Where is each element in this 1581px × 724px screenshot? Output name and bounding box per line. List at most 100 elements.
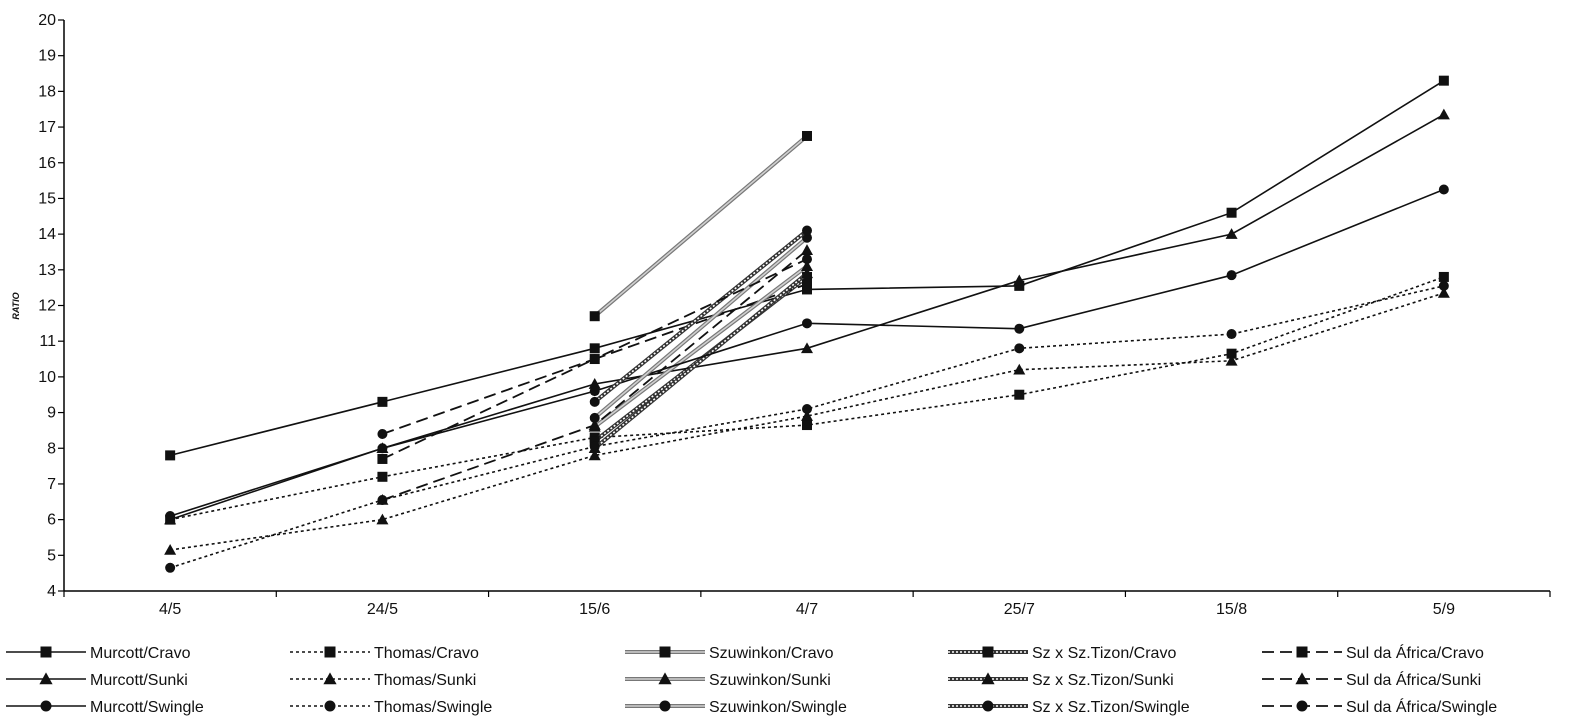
- legend-label: Sz x Sz.Tizon/Sunki: [1032, 672, 1174, 689]
- series-5: [164, 108, 1450, 525]
- data-point: [1438, 271, 1449, 282]
- x-tick-label: 4/5: [159, 601, 181, 618]
- series-line-inner: [594, 276, 808, 442]
- series-2: [589, 130, 812, 322]
- data-point: [377, 428, 388, 439]
- x-tick-label: 5/9: [1433, 601, 1455, 618]
- y-tick-label: 6: [47, 512, 56, 529]
- series-12: [589, 232, 812, 423]
- data-point: [801, 267, 813, 279]
- data-point: [1013, 363, 1026, 375]
- data-point: [589, 441, 600, 452]
- data-point: [1438, 184, 1449, 195]
- legend-item: Sul da África/Swingle: [1262, 697, 1497, 716]
- data-point: [981, 672, 995, 685]
- data-point: [1014, 280, 1025, 291]
- series-line: [382, 249, 808, 501]
- data-point: [658, 672, 672, 685]
- x-tick-label: 25/7: [1004, 601, 1035, 618]
- legend-label: Murcott/Sunki: [90, 672, 188, 689]
- series-1: [165, 271, 1449, 525]
- series-line: [169, 276, 1445, 521]
- data-point: [802, 279, 812, 290]
- legend-label: Murcott/Swingle: [90, 699, 204, 716]
- data-point: [801, 410, 813, 421]
- data-point: [802, 284, 812, 295]
- legend-item: Szuwinkon/Swingle: [625, 699, 847, 716]
- data-point: [802, 130, 812, 141]
- series-10: [165, 184, 1449, 522]
- x-tick-label: 15/8: [1216, 601, 1247, 618]
- y-tick-label: 15: [38, 190, 56, 207]
- axes: 4 5 6 7 8 9 10 11 12 13 14 15 16 17 18 19 20 4/5 24/5 15/6 4…: [38, 12, 1551, 618]
- data-point: [589, 354, 600, 365]
- data-point: [802, 318, 812, 329]
- y-tick-label: 17: [38, 119, 56, 136]
- y-tick-label: 16: [38, 155, 56, 172]
- data-point: [324, 646, 336, 658]
- legend-item: Sz x Sz.Tizon/Swingle: [948, 699, 1190, 716]
- data-point: [589, 386, 600, 397]
- legend-label: Sul da África/Cravo: [1346, 643, 1484, 662]
- data-point: [589, 412, 600, 423]
- data-point: [1014, 389, 1025, 400]
- y-axis-label: RATIO: [11, 292, 21, 319]
- data-point: [377, 471, 388, 482]
- data-point: [1438, 280, 1449, 291]
- data-point: [589, 343, 600, 354]
- legend-item: Thomas/Cravo: [290, 645, 479, 662]
- y-tick-label: 12: [38, 298, 56, 315]
- y-tick-label: 4: [47, 583, 56, 600]
- series-line-inner: [594, 265, 808, 428]
- data-point: [377, 443, 388, 454]
- data-point: [801, 244, 813, 255]
- series-layer: [164, 75, 1450, 573]
- legend-item: Thomas/Sunki: [290, 672, 476, 689]
- data-point: [1296, 646, 1308, 658]
- data-point: [376, 513, 389, 525]
- data-point: [802, 254, 812, 265]
- data-point: [1225, 354, 1238, 366]
- data-point: [589, 396, 600, 407]
- data-point: [377, 453, 388, 464]
- data-point: [1226, 348, 1237, 359]
- legend-label: Sul da África/Sunki: [1346, 670, 1481, 689]
- data-point: [1226, 207, 1237, 218]
- series-line: [169, 113, 1445, 521]
- data-point: [589, 436, 600, 447]
- data-point: [324, 700, 336, 712]
- y-tick-label: 19: [38, 48, 56, 65]
- data-point: [39, 672, 53, 685]
- series-line-inner: [594, 237, 808, 419]
- y-tick-label: 10: [38, 369, 56, 386]
- data-point: [802, 232, 812, 243]
- legend-label: Sul da África/Swingle: [1346, 697, 1497, 716]
- data-point: [164, 543, 177, 555]
- data-point: [1295, 672, 1309, 685]
- x-tick-label: 24/5: [367, 601, 398, 618]
- series-11: [165, 280, 1449, 573]
- data-point: [982, 646, 994, 658]
- data-point: [1225, 228, 1238, 239]
- data-point: [377, 396, 388, 407]
- y-tick-label: 5: [47, 547, 56, 564]
- data-point: [589, 311, 600, 322]
- legend-item: Sz x Sz.Tizon/Cravo: [948, 645, 1176, 662]
- legend-item: Thomas/Swingle: [290, 699, 492, 716]
- data-point: [377, 494, 388, 505]
- data-point: [588, 378, 601, 389]
- data-point: [165, 511, 176, 522]
- data-point: [1014, 323, 1025, 334]
- data-point: [323, 672, 337, 685]
- data-point: [659, 700, 671, 712]
- y-tick-label: 9: [47, 405, 56, 422]
- data-point: [1226, 329, 1237, 340]
- y-tick-label: 20: [38, 12, 56, 29]
- legend-item: Sul da África/Cravo: [1262, 643, 1484, 662]
- legend-label: Szuwinkon/Sunki: [709, 672, 831, 689]
- data-point: [1226, 270, 1237, 281]
- series-6: [164, 287, 1450, 555]
- data-point: [801, 342, 813, 354]
- series-line-inner: [594, 272, 808, 449]
